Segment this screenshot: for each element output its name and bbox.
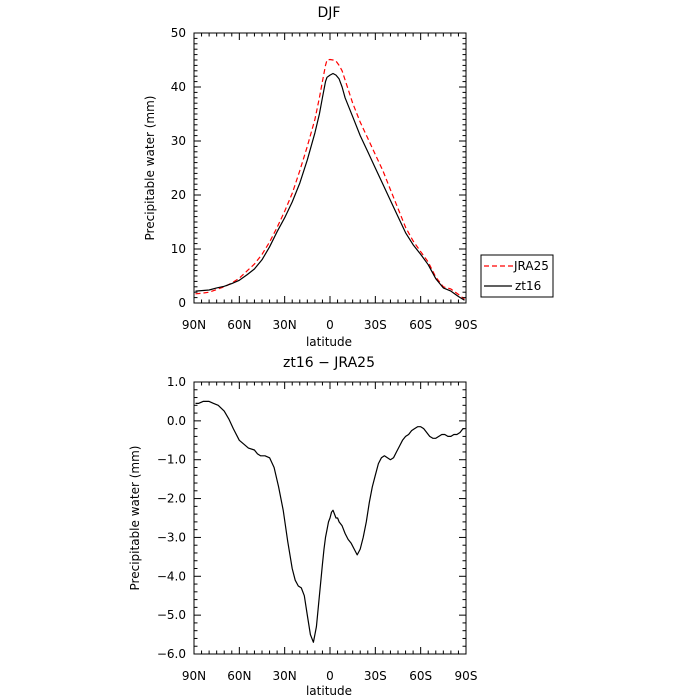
y-tick-label: 0 [178,296,186,310]
y-tick-label: 0.0 [167,414,186,428]
chart-title: DJF [318,5,341,21]
x-tick-label: 60N [227,669,251,683]
x-axis-label: latitude [306,684,352,698]
x-tick-label: 60S [409,318,432,332]
series-line-zt16 [195,72,465,301]
x-tick-label: 90N [182,669,206,683]
x-tick-label: 30N [273,669,297,683]
x-tick-label: 60S [409,669,432,683]
y-tick-label: −3.0 [157,530,186,544]
legend: JRA25 zt16 [480,254,554,298]
y-tick-label: 40 [171,80,186,94]
chart-title: zt16 − JRA25 [283,355,375,371]
y-tick-label: −5.0 [157,608,186,622]
y-tick-label: 50 [171,26,186,40]
legend-label-zt16: zt16 [515,279,541,293]
x-tick-label: 0 [326,318,334,332]
x-tick-label: 30N [273,318,297,332]
y-tick-label: −1.0 [157,453,186,467]
x-tick-label: 0 [326,669,334,683]
x-tick-label: 90S [455,318,478,332]
y-axis-label: Precipitable water (mm) [143,96,157,241]
y-tick-label: 1.0 [167,375,186,389]
y-axis-label: Precipitable water (mm) [128,446,142,591]
plot-frame [193,32,467,304]
y-tick-label: 30 [171,134,186,148]
legend-box [480,254,554,298]
x-tick-label: 30S [364,318,387,332]
legend-label-jra25: JRA25 [513,259,549,273]
y-tick-label: 20 [171,188,186,202]
x-tick-label: 90N [182,318,206,332]
y-tick-label: −2.0 [157,492,186,506]
series-line-jra25 [195,58,465,300]
x-tick-label: 90S [455,669,478,683]
series-line-difference [195,400,465,643]
x-axis-label: latitude [306,335,352,349]
panel-top: DJF 90N 60N 30N 0 30S 60S 90S 0 10 20 30 40 50 latit… [143,5,554,349]
x-tick-label: 60N [227,318,251,332]
panel-bottom: zt16 − JRA25 90N 60N 30N 0 30S 60S 90S 1.0 0.0 −1… [128,355,477,698]
y-tick-label: −4.0 [157,569,186,583]
y-tick-label: −6.0 [157,647,186,661]
x-tick-label: 30S [364,669,387,683]
y-tick-label: 10 [171,242,186,256]
